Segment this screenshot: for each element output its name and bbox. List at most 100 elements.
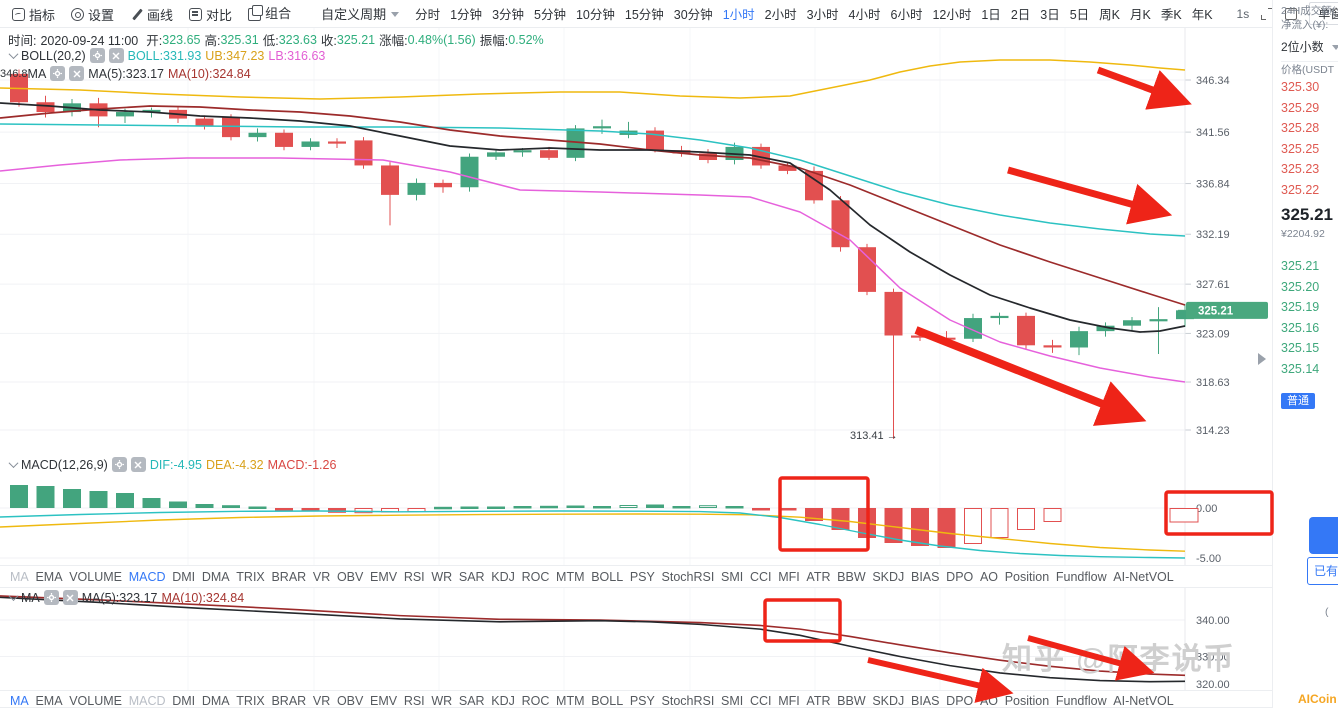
ask-price-row[interactable]: 325.23 <box>1281 162 1320 176</box>
tab-BRAR[interactable]: BRAR <box>271 694 307 708</box>
tab-EMA[interactable]: EMA <box>35 694 63 708</box>
tab-PSY[interactable]: PSY <box>629 570 655 584</box>
macd-close-icon[interactable] <box>130 457 146 472</box>
panel-collapse-handle[interactable] <box>1258 353 1272 365</box>
bid-price-row[interactable]: 325.20 <box>1281 279 1320 294</box>
tab-AI-NetVOL[interactable]: AI-NetVOL <box>1113 694 1174 708</box>
interval-1分钟[interactable]: 1分钟 <box>450 8 483 22</box>
bid-price-row[interactable]: 325.19 <box>1281 300 1320 314</box>
tab-EMV[interactable]: EMV <box>370 694 398 708</box>
tab-DMI[interactable]: DMI <box>172 570 196 584</box>
ask-price-row[interactable]: 325.29 <box>1281 100 1320 115</box>
tab-BBW[interactable]: BBW <box>837 570 866 584</box>
tab-TRIX[interactable]: TRIX <box>236 694 265 708</box>
tool-indicator[interactable]: 指标 <box>12 5 55 24</box>
interval-3分钟[interactable]: 3分钟 <box>492 8 525 22</box>
tab-BRAR[interactable]: BRAR <box>271 570 307 584</box>
tool-draw[interactable]: 画线 <box>130 5 173 24</box>
tab-AO[interactable]: AO <box>979 694 999 708</box>
mode-badge[interactable]: 普通 <box>1281 391 1315 409</box>
interval-2日[interactable]: 2日 <box>1010 8 1031 22</box>
ask-price-row[interactable]: 325.22 <box>1281 182 1320 197</box>
collapse-chevron-icon[interactable] <box>8 458 19 469</box>
tab-EMA[interactable]: EMA <box>35 570 63 584</box>
ma-panel-close-icon[interactable] <box>62 590 78 605</box>
tab-KDJ[interactable]: KDJ <box>491 694 515 708</box>
collapse-chevron-icon[interactable] <box>8 591 19 602</box>
collapse-chevron-icon[interactable] <box>8 49 19 60</box>
tab-DMI[interactable]: DMI <box>172 694 196 708</box>
tab-MA[interactable]: MA <box>10 694 29 708</box>
tab-MTM[interactable]: MTM <box>556 694 585 708</box>
tab-SKDJ[interactable]: SKDJ <box>872 694 905 708</box>
tab-Position[interactable]: Position <box>1004 694 1050 708</box>
tab-WR[interactable]: WR <box>431 570 453 584</box>
tab-TRIX[interactable]: TRIX <box>236 570 265 584</box>
tab-PSY[interactable]: PSY <box>629 694 655 708</box>
tab-ROC[interactable]: ROC <box>521 694 550 708</box>
tab-BIAS[interactable]: BIAS <box>910 694 940 708</box>
window-mode-button[interactable]: 单窗口 <box>1309 2 1338 25</box>
tab-BOLL[interactable]: BOLL <box>591 694 624 708</box>
tab-CCI[interactable]: CCI <box>749 694 772 708</box>
interval-2小时[interactable]: 2小时 <box>764 8 797 22</box>
interval-1日[interactable]: 1日 <box>981 8 1001 22</box>
boll-settings-icon[interactable] <box>89 48 105 63</box>
tab-VOLUME[interactable]: VOLUME <box>69 694 123 708</box>
interval-月K[interactable]: 月K <box>1130 8 1151 22</box>
tab-RSI[interactable]: RSI <box>403 694 425 708</box>
primary-action-button[interactable] <box>1309 517 1338 554</box>
interval-3日[interactable]: 3日 <box>1040 8 1060 22</box>
tab-ATR[interactable]: ATR <box>806 570 831 584</box>
tab-AO[interactable]: AO <box>979 570 999 584</box>
ask-price-row[interactable]: 325.30 <box>1281 80 1320 94</box>
tab-DPO[interactable]: DPO <box>946 694 974 708</box>
tab-SMI[interactable]: SMI <box>721 570 744 584</box>
tab-MFI[interactable]: MFI <box>778 694 800 708</box>
tab-VOLUME[interactable]: VOLUME <box>69 570 123 584</box>
tab-DMA[interactable]: DMA <box>201 694 230 708</box>
boll-close-icon[interactable] <box>108 48 124 63</box>
custom-period-dropdown[interactable]: 自定义周期 <box>321 4 400 23</box>
tab-RSI[interactable]: RSI <box>403 570 425 584</box>
tab-BBW[interactable]: BBW <box>837 694 866 708</box>
tab-MA[interactable]: MA <box>10 570 29 584</box>
tab-ATR[interactable]: ATR <box>806 694 831 708</box>
interval-3小时[interactable]: 3小时 <box>806 8 839 22</box>
interval-分时[interactable]: 分时 <box>415 8 441 22</box>
tab-SKDJ[interactable]: SKDJ <box>872 570 905 584</box>
tab-EMV[interactable]: EMV <box>370 570 398 584</box>
interval-5分钟[interactable]: 5分钟 <box>534 8 566 22</box>
interval-10分钟[interactable]: 10分钟 <box>575 8 615 22</box>
ask-price-row[interactable]: 325.25 <box>1281 141 1320 156</box>
bid-price-row[interactable]: 325.16 <box>1281 320 1320 335</box>
ma-panel-settings-icon[interactable] <box>43 590 59 605</box>
interval-季K[interactable]: 季K <box>1160 8 1182 22</box>
tab-MFI[interactable]: MFI <box>778 570 800 584</box>
secondary-action-button[interactable]: 已有 <box>1307 557 1338 585</box>
decimals-dropdown[interactable]: 2位小数 <box>1281 32 1338 62</box>
interval-15分钟[interactable]: 15分钟 <box>624 8 664 22</box>
ask-price-row[interactable]: 325.28 <box>1281 121 1320 135</box>
tool-compare[interactable]: 对比 <box>189 5 232 24</box>
interval-4小时[interactable]: 4小时 <box>848 8 881 22</box>
tab-AI-NetVOL[interactable]: AI-NetVOL <box>1113 570 1174 584</box>
tab-OBV[interactable]: OBV <box>336 694 364 708</box>
interval-30分钟[interactable]: 30分钟 <box>673 8 713 22</box>
interval-1小时[interactable]: 1小时 <box>722 8 755 22</box>
tab-Fundflow[interactable]: Fundflow <box>1055 694 1107 708</box>
tab-DMA[interactable]: DMA <box>201 570 230 584</box>
bid-price-row[interactable]: 325.14 <box>1281 361 1320 376</box>
tab-VR[interactable]: VR <box>312 570 331 584</box>
tab-ROC[interactable]: ROC <box>521 570 550 584</box>
interval-5日[interactable]: 5日 <box>1069 8 1090 22</box>
interval-周K[interactable]: 周K <box>1099 8 1121 22</box>
tab-StochRSI[interactable]: StochRSI <box>661 694 715 708</box>
bid-price-row[interactable]: 325.15 <box>1281 341 1320 355</box>
ma-settings-icon[interactable] <box>50 66 66 81</box>
tab-SAR[interactable]: SAR <box>458 694 485 708</box>
tab-StochRSI[interactable]: StochRSI <box>661 570 715 584</box>
tab-BOLL[interactable]: BOLL <box>591 570 624 584</box>
ma-close-icon[interactable] <box>69 66 85 81</box>
interval-年K[interactable]: 年K <box>1191 8 1213 22</box>
